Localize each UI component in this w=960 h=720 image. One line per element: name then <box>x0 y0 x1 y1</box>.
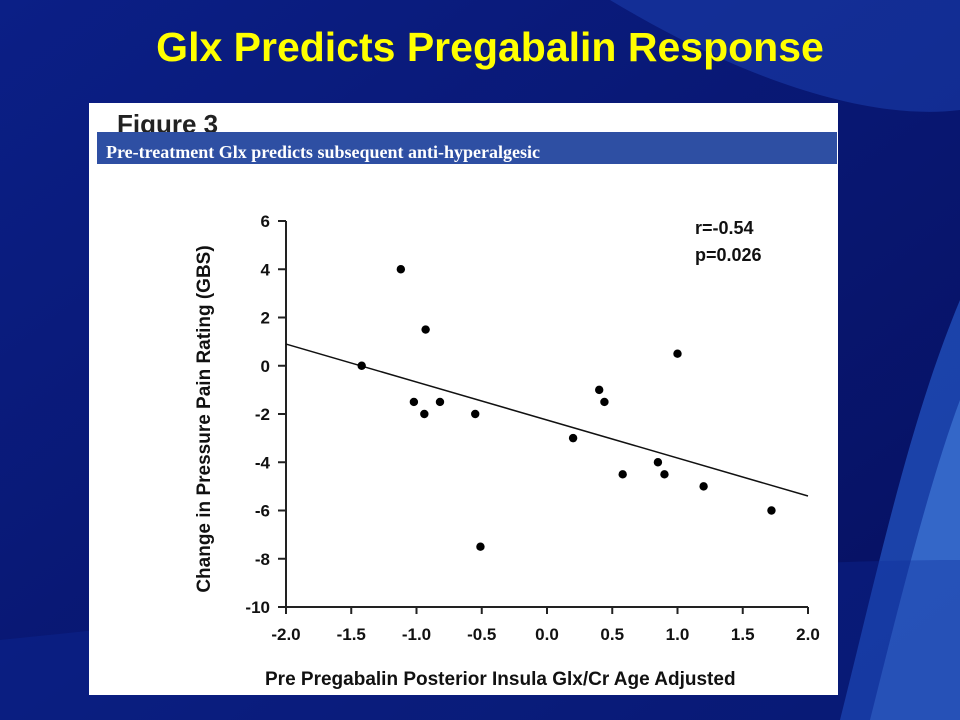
x-tick-label: -1.0 <box>402 625 431 644</box>
data-point <box>357 361 366 370</box>
data-point <box>653 458 663 467</box>
y-tick-label: 0 <box>261 357 270 376</box>
slide-title: Glx Predicts Pregabalin Response <box>156 24 824 70</box>
y-tick-label: -8 <box>255 550 270 569</box>
data-point <box>396 265 406 274</box>
data-point <box>568 433 578 443</box>
regression-line <box>285 343 809 497</box>
caption-text: Pre-treatment Glx predicts subsequent an… <box>106 142 540 162</box>
regression-line-group <box>285 343 809 497</box>
data-point <box>600 397 609 407</box>
data-points <box>357 265 776 551</box>
x-tick-label: -1.5 <box>337 625 366 644</box>
data-point <box>595 385 604 395</box>
x-axis-title: Pre Pregabalin Posterior Insula Glx/Cr A… <box>265 669 736 690</box>
figure-panel: Figure 3 Pre-treatment Glx predicts subs… <box>89 103 838 695</box>
data-point <box>471 409 480 419</box>
x-tick-label: -2.0 <box>271 625 300 644</box>
scatter-chart: -2.0 -1.5 -1.0 -0.5 0.0 0.5 1.0 1.5 2.0 6 4 2 0 -2 -4… <box>194 212 820 690</box>
y-tick-label: -10 <box>245 598 270 617</box>
y-tick-label: -6 <box>255 502 270 521</box>
data-point <box>476 542 485 551</box>
stat-r-annotation: r=-0.54 <box>695 218 754 238</box>
caption-band: Pre-treatment Glx predicts subsequent an… <box>97 132 837 164</box>
data-point <box>673 349 682 358</box>
y-ticks: 6 4 2 0 -2 -4 -6 -8 -10 <box>245 212 286 617</box>
y-axis-title: Change in Pressure Pain Rating (GBS) <box>194 245 215 592</box>
data-point <box>660 470 669 479</box>
x-tick-label: 0.5 <box>600 625 624 644</box>
data-point <box>421 325 430 334</box>
data-point <box>435 397 445 407</box>
y-tick-label: 4 <box>261 260 271 279</box>
axes <box>285 221 808 608</box>
stat-p-annotation: p=0.026 <box>695 245 762 265</box>
y-tick-label: 2 <box>261 309 270 328</box>
x-tick-label: 1.5 <box>731 625 755 644</box>
x-tick-label: -0.5 <box>467 625 496 644</box>
x-tick-label: 1.0 <box>666 625 690 644</box>
x-ticks: -2.0 -1.5 -1.0 -0.5 0.0 0.5 1.0 1.5 2.0 <box>271 607 820 644</box>
data-point <box>767 506 776 515</box>
y-tick-label: 6 <box>261 212 270 231</box>
y-tick-label: -2 <box>255 405 270 424</box>
data-point <box>420 409 429 419</box>
y-tick-label: -4 <box>255 453 271 472</box>
data-point <box>409 397 419 407</box>
x-tick-label: 2.0 <box>796 625 820 644</box>
data-point <box>699 482 708 491</box>
data-point <box>618 470 627 479</box>
x-tick-label: 0.0 <box>535 625 559 644</box>
